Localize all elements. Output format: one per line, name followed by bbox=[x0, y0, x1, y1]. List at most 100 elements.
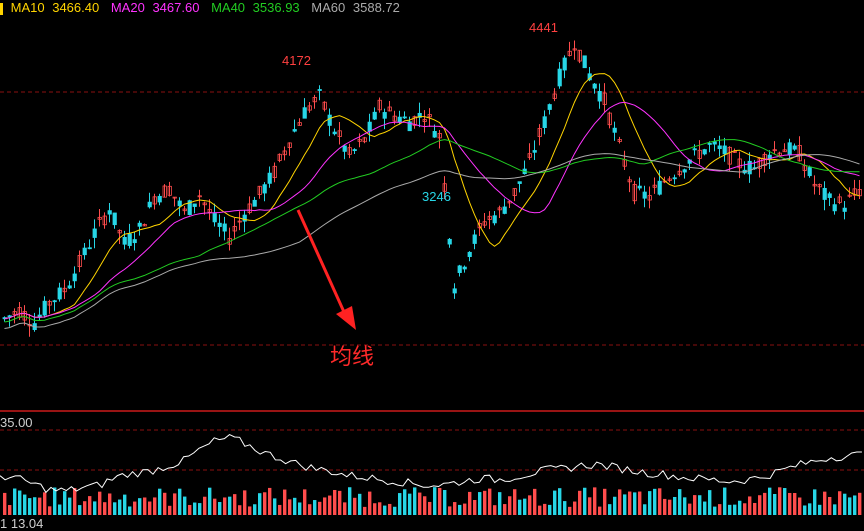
candle-body bbox=[382, 112, 387, 119]
candle-body bbox=[592, 83, 597, 89]
candle-body bbox=[317, 89, 322, 91]
volume-bar bbox=[448, 506, 452, 515]
volume-bar bbox=[768, 487, 772, 515]
candle-body bbox=[77, 255, 82, 267]
volume-bar bbox=[123, 494, 127, 515]
peak-label-4172: 4172 bbox=[282, 53, 311, 68]
legend-ma60: MA60 3588.72 bbox=[311, 0, 400, 15]
volume-bars bbox=[3, 487, 862, 515]
candle-body bbox=[557, 68, 562, 87]
candle-body bbox=[372, 111, 377, 120]
candle-body bbox=[637, 185, 642, 189]
volume-bar bbox=[413, 487, 417, 515]
candle-body bbox=[272, 165, 277, 178]
candle-body bbox=[727, 146, 732, 165]
candle-body bbox=[97, 216, 102, 220]
candle-body bbox=[497, 207, 502, 211]
volume-bar bbox=[193, 502, 197, 515]
candle-body bbox=[112, 212, 117, 226]
candle-body bbox=[782, 149, 787, 153]
candle-body bbox=[187, 200, 192, 216]
volume-bar bbox=[173, 493, 177, 515]
candle-body bbox=[412, 116, 417, 126]
volume-bar bbox=[298, 502, 302, 515]
candle-body bbox=[427, 114, 432, 118]
candle-body bbox=[792, 145, 797, 150]
candle-body bbox=[572, 48, 577, 51]
volume-bar bbox=[588, 497, 592, 515]
candle-body bbox=[262, 184, 267, 194]
candle-body bbox=[127, 233, 132, 246]
candle-body bbox=[667, 178, 672, 181]
volume-bar bbox=[88, 496, 92, 515]
volume-bar bbox=[543, 503, 547, 515]
volume-bar bbox=[518, 499, 522, 515]
volume-bar bbox=[343, 502, 347, 515]
volume-bar bbox=[238, 505, 242, 515]
candle-body bbox=[322, 101, 327, 110]
volume-bar bbox=[353, 497, 357, 515]
volume-bar bbox=[593, 487, 597, 515]
volume-bar bbox=[388, 503, 392, 515]
volume-bar bbox=[533, 488, 537, 515]
ma-line-ma20 bbox=[4, 101, 860, 320]
candle-body bbox=[232, 226, 237, 232]
candle-body bbox=[457, 265, 462, 273]
candle-body bbox=[567, 50, 572, 56]
candle-body bbox=[467, 251, 472, 258]
volume-bar bbox=[753, 502, 757, 515]
volume-bar bbox=[403, 489, 407, 515]
volume-bar bbox=[208, 487, 212, 515]
volume-bar bbox=[48, 506, 52, 515]
volume-bar bbox=[808, 503, 812, 515]
candle-body bbox=[192, 203, 197, 207]
candle-body bbox=[292, 129, 297, 132]
volume-bar bbox=[678, 489, 682, 515]
volume-bar bbox=[378, 502, 382, 515]
candle-body bbox=[817, 184, 822, 188]
candle-body bbox=[692, 148, 697, 151]
candle-body bbox=[647, 195, 652, 201]
volume-bar bbox=[723, 487, 727, 515]
candle-body bbox=[407, 121, 412, 132]
candle-body bbox=[447, 238, 452, 245]
candle-body bbox=[627, 179, 632, 183]
candle-body bbox=[827, 193, 832, 198]
candle-body bbox=[422, 119, 427, 122]
candle-body bbox=[147, 201, 152, 208]
candle-body bbox=[452, 288, 457, 294]
candle-body bbox=[837, 196, 842, 203]
volume-indicator-line bbox=[0, 434, 862, 494]
volume-bar bbox=[498, 492, 502, 515]
candle-body bbox=[72, 273, 77, 282]
candle-body bbox=[787, 142, 792, 156]
volume-bar bbox=[243, 490, 247, 515]
volume-bar bbox=[223, 497, 227, 515]
candle-body bbox=[142, 224, 147, 227]
volume-bar bbox=[153, 497, 157, 515]
candle-body bbox=[222, 223, 227, 232]
volume-bar bbox=[108, 493, 112, 515]
volume-bar bbox=[503, 504, 507, 515]
candle-body bbox=[562, 57, 567, 71]
volume-bar bbox=[813, 489, 817, 515]
volume-bar bbox=[483, 490, 487, 515]
candle-body bbox=[582, 55, 587, 69]
volume-bar bbox=[553, 490, 557, 515]
volume-bar bbox=[628, 491, 632, 515]
candle-body bbox=[747, 160, 752, 175]
candle-body bbox=[102, 215, 107, 226]
candle-body bbox=[682, 169, 687, 173]
candle-body bbox=[657, 180, 662, 195]
volume-bar bbox=[63, 491, 67, 515]
candle-body bbox=[392, 115, 397, 122]
volume-bar bbox=[433, 487, 437, 515]
volume-bar bbox=[183, 496, 187, 515]
candle-body bbox=[257, 185, 262, 195]
volume-bar bbox=[493, 505, 497, 515]
volume-bar bbox=[853, 495, 857, 515]
volume-bar bbox=[763, 492, 767, 515]
volume-bar bbox=[623, 494, 627, 515]
